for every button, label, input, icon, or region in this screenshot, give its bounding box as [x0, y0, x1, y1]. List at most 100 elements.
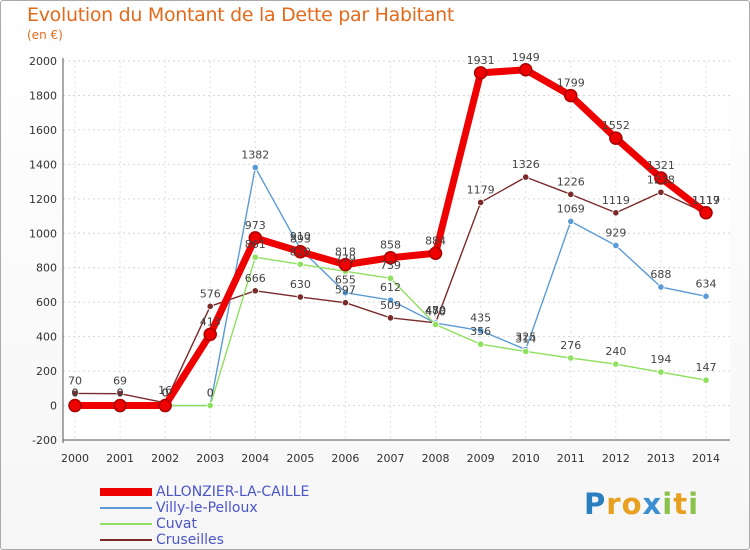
data-point-villy [251, 163, 259, 172]
data-point-cruseilles [612, 209, 620, 217]
y-tick-label: 1800 [29, 89, 57, 102]
data-label-cruseilles: 16 [158, 384, 172, 397]
x-tick-label: 2003 [196, 452, 224, 465]
x-tick-label: 2001 [106, 452, 134, 465]
data-point-cruseilles [71, 389, 79, 398]
data-point-villy [657, 283, 665, 291]
data-label-allonzier: 973 [245, 219, 266, 232]
data-label-cuvat: 194 [650, 353, 671, 366]
data-label-allonzier: 0 [162, 387, 169, 400]
data-label-cruseilles: 480 [425, 304, 446, 317]
x-tick-label: 2012 [602, 452, 630, 465]
data-point-cuvat [522, 347, 530, 356]
data-point-allonzier [113, 398, 127, 413]
data-label-cuvat: 470 [425, 306, 446, 319]
data-point-allonzier [699, 206, 713, 220]
chart-subtitle: (en €) [27, 28, 63, 42]
data-label-villy: 655 [335, 274, 356, 287]
data-point-cruseilles [296, 293, 304, 301]
data-label-cuvat: 240 [605, 345, 626, 358]
data-label-cruseilles: 1238 [647, 173, 675, 186]
y-tick-label: 1200 [29, 193, 57, 206]
y-tick-label: 0 [50, 400, 57, 413]
data-point-cruseilles [522, 173, 530, 181]
y-tick-label: 2000 [29, 55, 57, 68]
data-point-cruseilles [116, 390, 124, 398]
data-label-cuvat: 861 [245, 238, 266, 251]
y-tick-label: -200 [32, 434, 57, 447]
data-point-villy [386, 296, 395, 304]
data-label-cruseilles: 576 [200, 287, 221, 300]
data-point-cruseilles [341, 299, 350, 307]
legend-label-cuvat: Cuvat [156, 516, 198, 532]
data-point-cuvat [657, 368, 665, 376]
data-label-villy: 612 [380, 281, 401, 294]
data-label-cuvat: 356 [470, 325, 491, 338]
data-point-cuvat [386, 274, 395, 282]
data-point-cuvat [477, 340, 485, 348]
data-label-cruseilles: 630 [290, 278, 311, 291]
data-point-villy [612, 241, 620, 250]
data-label-allonzier: 1799 [557, 77, 585, 90]
data-label-villy: 688 [650, 268, 671, 281]
x-tick-label: 2006 [331, 452, 359, 465]
data-label-allonzier: 884 [425, 234, 446, 247]
data-label-cuvat: 0 [207, 387, 214, 400]
data-point-cruseilles [567, 190, 575, 198]
data-label-allonzier: 893 [290, 233, 311, 246]
data-label-villy: 0 [72, 387, 79, 400]
data-point-allonzier [68, 398, 82, 413]
x-tick-label: 2004 [241, 452, 269, 465]
data-label-cruseilles: 509 [380, 299, 401, 312]
data-point-cuvat [431, 320, 440, 329]
data-label-cuvat: 0 [72, 387, 79, 400]
data-label-villy: 929 [605, 227, 626, 240]
data-point-allonzier [293, 244, 308, 259]
data-label-allonzier: 1119 [692, 194, 720, 207]
data-point-allonzier [158, 398, 172, 413]
x-tick-label: 2005 [286, 452, 314, 465]
data-label-allonzier: 1949 [512, 51, 540, 64]
data-point-allonzier [248, 231, 263, 245]
plot-area [63, 61, 730, 440]
data-point-cruseilles [657, 188, 665, 196]
y-tick-label: 400 [36, 331, 57, 344]
data-label-villy: 479 [425, 304, 446, 317]
data-point-cruseilles [386, 314, 395, 322]
data-point-allonzier [518, 63, 533, 77]
legend-label-villy: Villy-le-Pelloux [156, 500, 258, 516]
x-tick-label: 2007 [377, 452, 405, 465]
data-point-cuvat [251, 253, 259, 261]
data-point-cuvat [702, 376, 710, 384]
data-label-villy: 0 [162, 387, 169, 400]
data-label-cruseilles: 70 [68, 374, 82, 387]
data-label-allonzier: 858 [380, 239, 401, 252]
data-point-allonzier [338, 257, 353, 272]
data-label-allonzier: 1552 [602, 119, 630, 132]
data-label-cruseilles: 1226 [557, 175, 585, 188]
y-tick-label: 1400 [29, 158, 57, 171]
data-label-cuvat: 820 [290, 245, 311, 258]
data-point-cuvat [296, 260, 304, 268]
x-tick-label: 2011 [557, 452, 585, 465]
x-tick-label: 2008 [422, 452, 450, 465]
x-tick-label: 2014 [692, 452, 720, 465]
data-point-allonzier [383, 250, 398, 265]
x-tick-label: 2009 [467, 452, 495, 465]
data-label-villy: 0 [117, 387, 124, 400]
data-point-allonzier [654, 171, 668, 185]
data-point-allonzier [428, 246, 443, 261]
data-point-allonzier [609, 131, 623, 145]
x-tick-label: 2010 [512, 452, 540, 465]
data-point-allonzier [564, 88, 578, 103]
data-label-villy: 0 [207, 387, 214, 400]
y-tick-label: 600 [36, 296, 57, 309]
x-tick-label: 2000 [61, 452, 89, 465]
x-tick-label: 2013 [647, 452, 675, 465]
data-label-cuvat: 0 [117, 387, 124, 400]
data-label-cuvat: 739 [380, 259, 401, 272]
legend-label-allonzier: ALLONZIER-LA-CAILLE [156, 484, 310, 500]
data-label-villy: 910 [290, 230, 311, 243]
data-point-cuvat [567, 354, 575, 362]
